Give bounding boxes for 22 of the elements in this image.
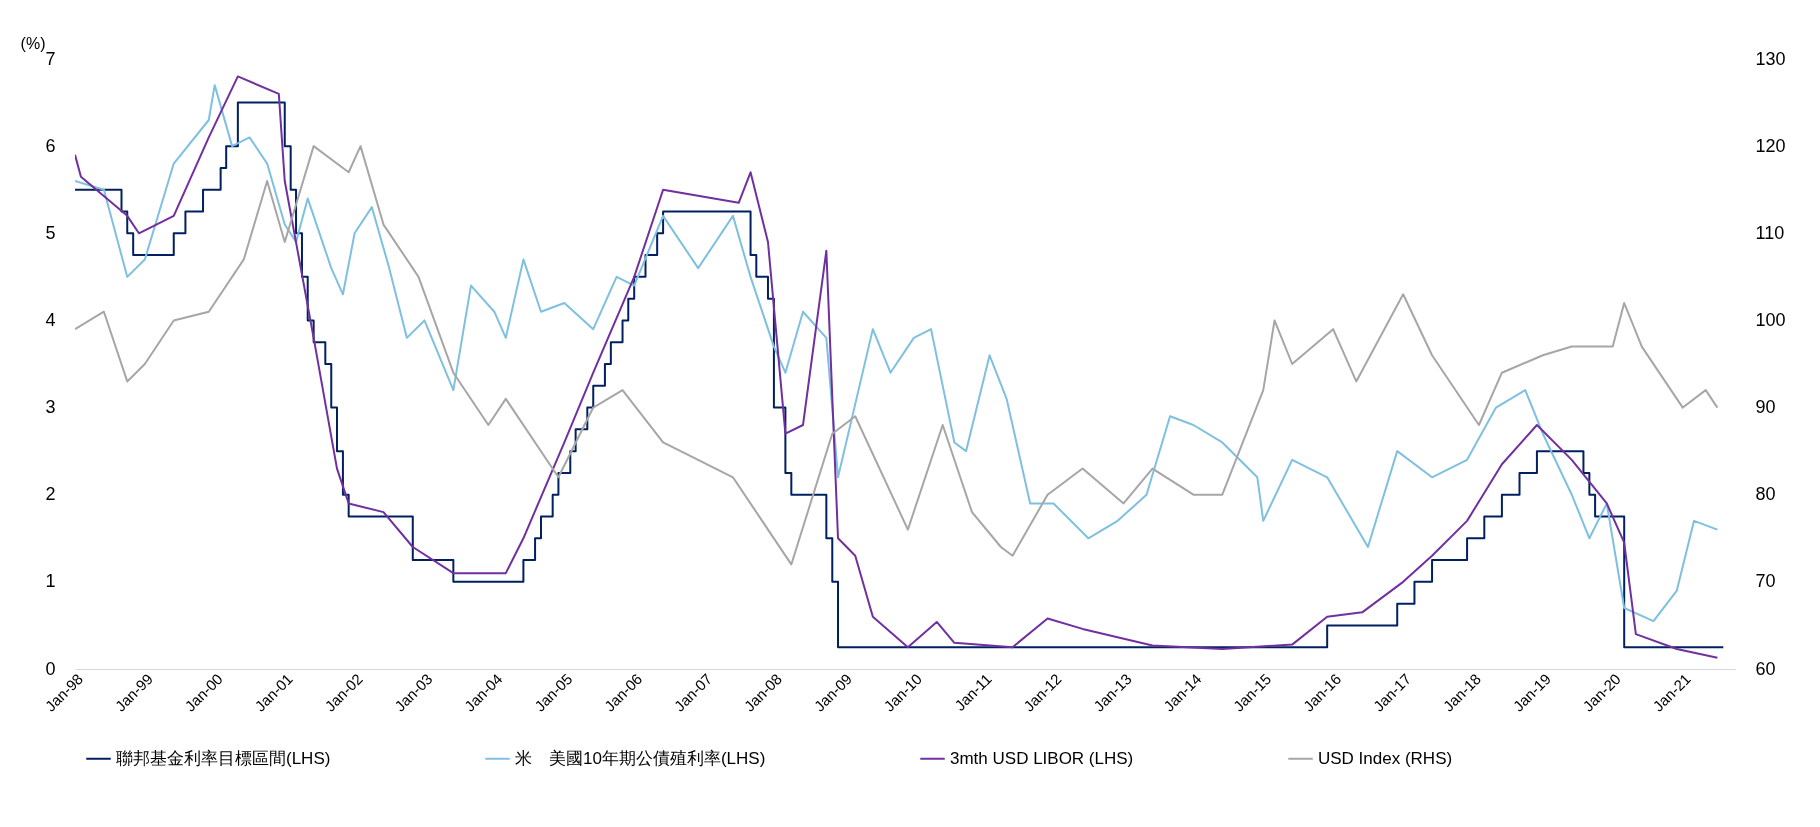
y2-tick-label: 110 [1755, 222, 1785, 243]
legend-label: 聯邦基金利率目標區間(LHS) [116, 748, 331, 768]
legend-label: 米 美國10年期公債殖利率(LHS) [515, 748, 766, 768]
y-tick-label: 7 [45, 48, 56, 69]
y-tick-label: 4 [45, 309, 56, 330]
y-tick-label: 0 [45, 658, 56, 679]
y2-tick-label: 90 [1755, 397, 1776, 418]
y2-tick-label: 130 [1755, 48, 1786, 69]
y-tick-label: 6 [45, 135, 56, 156]
y-axis-title: (%) [20, 34, 46, 52]
y2-tick-label: 120 [1755, 135, 1786, 156]
legend-label: 3mth USD LIBOR (LHS) [950, 748, 1134, 768]
y-tick-label: 5 [45, 222, 56, 243]
y-tick-label: 3 [45, 397, 56, 418]
y-tick-label: 2 [45, 484, 56, 505]
y-tick-label: 1 [45, 571, 56, 592]
y2-tick-label: 70 [1755, 571, 1776, 592]
line-series [75, 145, 1719, 566]
y2-tick-label: 100 [1755, 309, 1786, 330]
y2-tick-label: 80 [1755, 484, 1776, 505]
y2-tick-label: 60 [1755, 658, 1776, 679]
legend-label: USD Index (RHS) [1318, 748, 1453, 768]
